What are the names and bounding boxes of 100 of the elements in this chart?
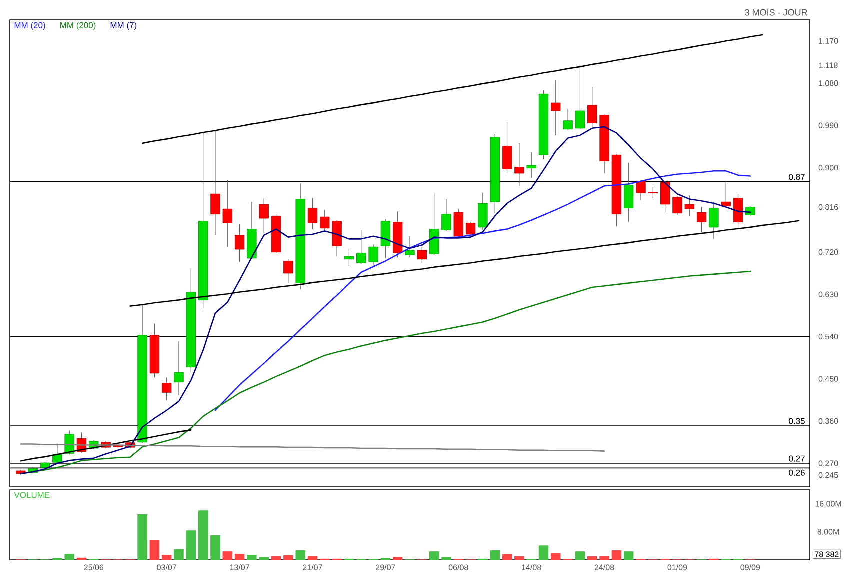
bar [150, 540, 160, 560]
candlestick [624, 162, 634, 223]
bar [551, 553, 561, 560]
candlestick [368, 244, 378, 268]
text: MM (200) [60, 22, 96, 30]
y-tick-label: 1.170 [819, 38, 838, 44]
y-tick-label: 0.540 [818, 334, 838, 340]
candlestick [672, 196, 682, 216]
candlestick [234, 224, 245, 262]
y-tick-label: 1.080 [819, 80, 838, 86]
x-tick-label: 14/08 [522, 564, 542, 570]
candlestick [575, 65, 586, 130]
bar [174, 549, 184, 560]
text: MM (20) [14, 22, 46, 30]
bar [624, 552, 634, 560]
y-tick-label: 8.00M [818, 529, 839, 535]
y-tick-label: 0.990 [818, 122, 838, 128]
bar [247, 555, 257, 560]
y-tick-label: 0.450 [818, 376, 838, 382]
bar [296, 550, 306, 560]
candlestick [648, 186, 658, 199]
candlestick [162, 377, 172, 401]
chart-title: VOLUME [14, 492, 50, 498]
text: 78 382 [815, 552, 839, 558]
line-series [142, 34, 764, 144]
candlestick [222, 180, 232, 248]
bar [514, 556, 524, 560]
bar [198, 510, 208, 560]
candlestick [684, 195, 694, 216]
x-tick-label: 03/07 [157, 564, 176, 570]
bar [210, 535, 220, 560]
y-tick-label: 0.360 [818, 418, 838, 424]
candlestick [284, 259, 294, 284]
candlestick [478, 192, 488, 231]
bar [284, 555, 294, 560]
ref-line-label: 0.87 [789, 174, 805, 180]
x-tick-label: 09/09 [740, 564, 760, 570]
bar [392, 557, 403, 560]
candlestick [514, 143, 524, 186]
candlestick [174, 341, 184, 396]
bar [222, 552, 232, 560]
bar [502, 554, 512, 560]
line-series [20, 126, 752, 474]
y-tick-label: 0.270 [818, 460, 838, 466]
candlestick [320, 210, 330, 232]
ref-line-label: 0.27 [789, 456, 805, 462]
bar [162, 555, 172, 560]
bar [271, 556, 282, 560]
bar [588, 556, 598, 560]
bar [612, 550, 622, 560]
x-tick-label: 24/08 [594, 564, 614, 570]
bar [538, 546, 549, 560]
candlestick [356, 230, 366, 264]
candlestick [405, 236, 415, 258]
bar [186, 530, 196, 560]
candlestick [660, 181, 670, 213]
y-tick-label: 16.00M [816, 501, 842, 507]
candlestick [344, 248, 354, 267]
x-tick-label: 21/07 [303, 564, 322, 570]
y-tick-label: 0.245 [818, 472, 838, 478]
candlestick [721, 182, 731, 208]
bar [490, 550, 500, 560]
chart-subtitle: 3 MOIS - JOUR [745, 9, 808, 16]
y-tick-label: 0.630 [818, 292, 838, 298]
bar [442, 557, 452, 560]
x-tick-label: 25/06 [84, 564, 104, 570]
ref-line-label: 0.35 [789, 418, 805, 424]
candlestick [588, 86, 598, 129]
bar [138, 514, 148, 560]
bar [429, 552, 440, 560]
x-tick-label: 01/09 [668, 564, 688, 570]
bar [308, 556, 318, 560]
candlestick [636, 180, 646, 201]
text: MM (7) [110, 22, 137, 30]
x-tick-label: 06/08 [448, 564, 468, 570]
candlestick [696, 206, 707, 232]
bar [259, 557, 269, 560]
bar [600, 556, 610, 560]
bar [234, 554, 245, 560]
candlestick [259, 198, 269, 234]
x-tick-label: 29/07 [376, 564, 396, 570]
candlestick [502, 122, 512, 174]
candlestick [210, 130, 220, 236]
candlestick [417, 246, 427, 264]
candlestick [709, 202, 719, 240]
candlestick [308, 198, 318, 230]
ref-line-label: 0.26 [789, 470, 805, 476]
candlestick [526, 152, 536, 178]
candlestick [442, 198, 452, 232]
y-tick-label: 0.900 [818, 165, 838, 171]
y-tick-label: 0.720 [818, 249, 838, 256]
y-tick-label: 0.816 [818, 204, 838, 210]
candlestick [551, 80, 561, 136]
bar [575, 552, 586, 560]
bar [64, 554, 74, 560]
candlestick [454, 208, 464, 238]
candlestick [563, 108, 573, 131]
candlestick [733, 194, 744, 230]
x-tick-label: 13/07 [230, 564, 250, 570]
y-tick-label: 1.118 [819, 62, 838, 68]
